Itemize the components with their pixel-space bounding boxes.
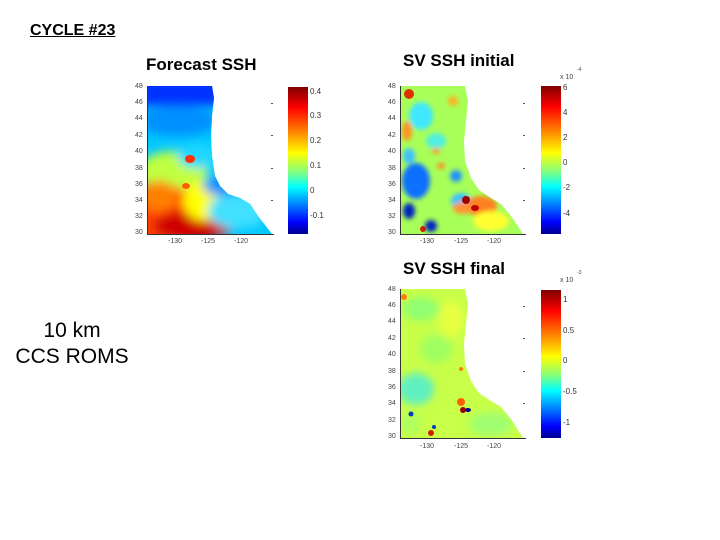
forecast-ssh-title: Forecast SSH [146, 55, 257, 74]
sv-ssh-final-map [400, 289, 526, 439]
resolution-label: 10 km [43, 319, 101, 342]
sv-ssh-initial-map [400, 86, 526, 235]
cycle-title: CYCLE #23 [30, 22, 116, 39]
model-name-label: CCS ROMS [15, 345, 129, 368]
model-label: 10 km CCS ROMS [0, 318, 144, 370]
sv-ssh-initial-title: SV SSH initial [403, 51, 515, 70]
forecast-ssh-map [147, 86, 274, 235]
sv-ssh-final-title: SV SSH final [403, 259, 506, 278]
